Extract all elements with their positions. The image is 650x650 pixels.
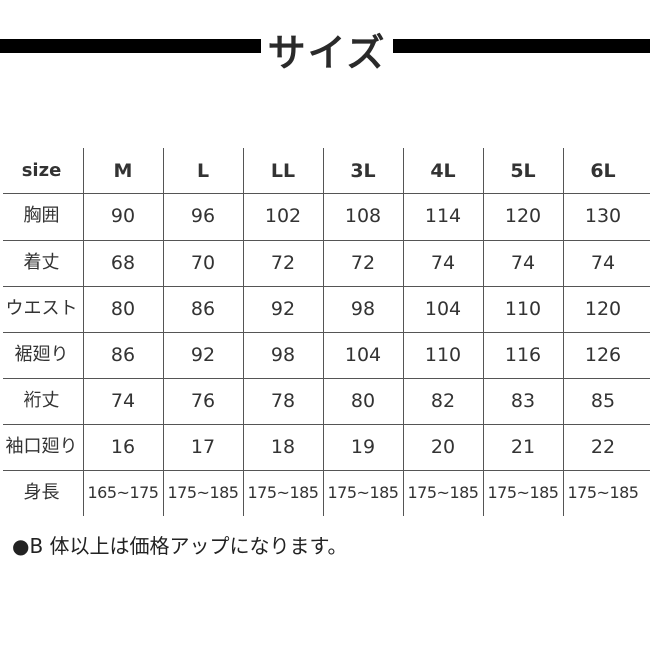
table-cell: 20 <box>430 436 456 458</box>
table-cell: 110 <box>424 344 462 366</box>
column-divider <box>563 148 564 516</box>
column-divider <box>403 148 404 516</box>
table-cell: 110 <box>504 298 542 320</box>
table-cell: 120 <box>584 298 622 320</box>
table-cell: 86 <box>190 298 216 320</box>
row-divider <box>3 378 650 379</box>
row-divider <box>3 470 650 471</box>
table-cell: 104 <box>344 344 382 366</box>
table-cell: 17 <box>190 436 216 458</box>
table-cell: 70 <box>190 252 216 274</box>
page-title: サイズ <box>267 31 387 75</box>
table-cell: 74 <box>430 252 456 274</box>
table-cell: 68 <box>110 252 136 274</box>
row-divider <box>3 193 650 194</box>
table-cell: 96 <box>190 205 216 227</box>
table-cell: 116 <box>504 344 542 366</box>
table-cell: 175~185 <box>167 483 239 502</box>
row-divider <box>3 424 650 425</box>
row-label: 胸囲 <box>23 205 60 226</box>
table-cell: 90 <box>110 205 136 227</box>
table-cell: 92 <box>270 298 296 320</box>
row-divider <box>3 332 650 333</box>
row-label: 裾廻り <box>14 344 69 365</box>
table-cell: 72 <box>270 252 296 274</box>
table-cell: 19 <box>350 436 376 458</box>
table-cell: 98 <box>350 298 376 320</box>
row-label: 裄丈 <box>23 390 60 411</box>
table-cell: 76 <box>190 390 216 412</box>
table-cell: 21 <box>510 436 536 458</box>
table-cell: 175~185 <box>247 483 319 502</box>
column-divider <box>483 148 484 516</box>
table-cell: 98 <box>270 344 296 366</box>
table-cell: 86 <box>110 344 136 366</box>
table-cell: 130 <box>584 205 622 227</box>
row-label: 袖口廻り <box>5 436 78 457</box>
table-cell: 16 <box>110 436 136 458</box>
column-divider <box>83 148 84 516</box>
table-cell: 175~185 <box>327 483 399 502</box>
table-cell: 18 <box>270 436 296 458</box>
table-cell: 102 <box>264 205 302 227</box>
table-cell: 85 <box>590 390 616 412</box>
header-corner: size <box>21 160 62 181</box>
column-header-L: L <box>196 160 210 182</box>
table-cell: 114 <box>424 205 462 227</box>
table-cell: 108 <box>344 205 382 227</box>
table-cell: 22 <box>590 436 616 458</box>
row-label: 身長 <box>23 482 60 503</box>
table-cell: 175~185 <box>487 483 559 502</box>
row-divider <box>3 240 650 241</box>
column-header-4L: 4L <box>430 160 456 182</box>
title-bar-right <box>393 39 650 53</box>
table-cell: 80 <box>350 390 376 412</box>
column-divider <box>243 148 244 516</box>
table-cell: 74 <box>110 390 136 412</box>
table-cell: 104 <box>424 298 462 320</box>
table-cell: 74 <box>590 252 616 274</box>
table-cell: 82 <box>430 390 456 412</box>
column-header-LL: LL <box>270 160 296 182</box>
table-cell: 80 <box>110 298 136 320</box>
column-divider <box>163 148 164 516</box>
column-header-5L: 5L <box>510 160 536 182</box>
footnote: ●B 体以上は価格アップになります。 <box>12 534 348 558</box>
column-header-3L: 3L <box>350 160 376 182</box>
table-cell: 74 <box>510 252 536 274</box>
table-cell: 78 <box>270 390 296 412</box>
column-divider <box>323 148 324 516</box>
table-cell: 120 <box>504 205 542 227</box>
row-label: 着丈 <box>23 252 60 273</box>
row-label: ウエスト <box>5 298 78 319</box>
table-cell: 72 <box>350 252 376 274</box>
table-cell: 83 <box>510 390 536 412</box>
table-cell: 92 <box>190 344 216 366</box>
table-cell: 165~175 <box>87 483 159 502</box>
table-cell: 175~185 <box>407 483 479 502</box>
table-cell: 175~185 <box>567 483 639 502</box>
column-header-M: M <box>113 160 133 182</box>
row-divider <box>3 286 650 287</box>
column-header-6L: 6L <box>590 160 616 182</box>
title-bar-left <box>0 39 261 53</box>
table-cell: 126 <box>584 344 622 366</box>
